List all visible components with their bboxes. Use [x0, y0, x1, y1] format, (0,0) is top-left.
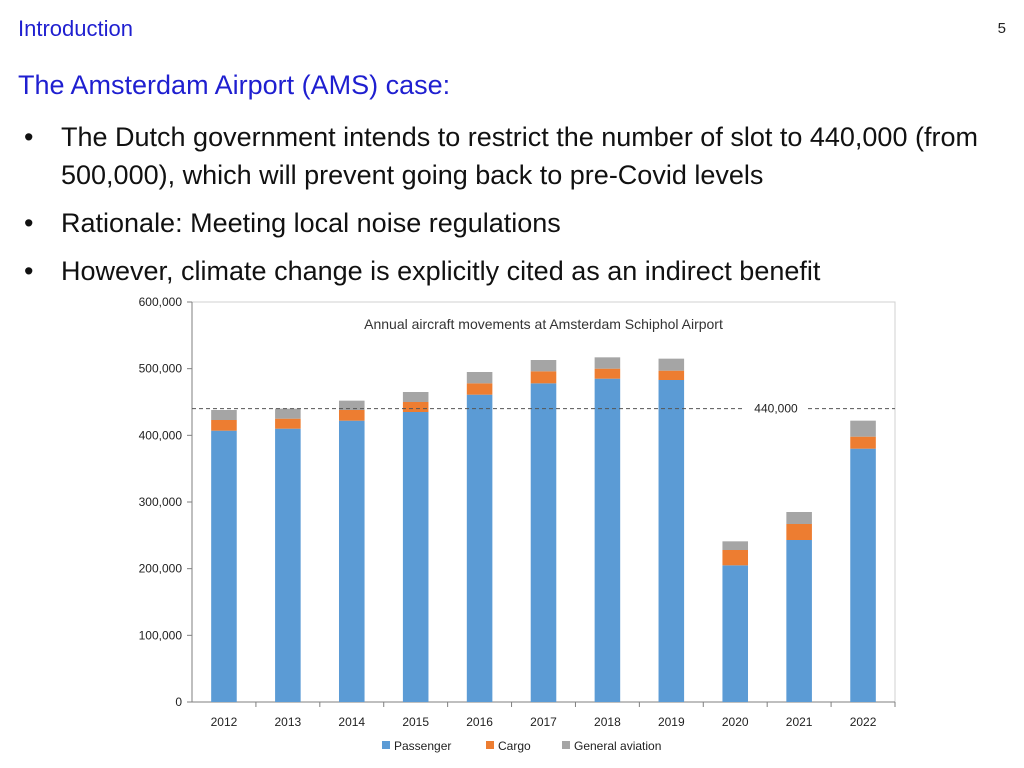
bar-segment [658, 380, 685, 702]
bar-segment [530, 371, 557, 384]
x-tick-label: 2015 [402, 715, 429, 729]
legend-label: General aviation [574, 739, 661, 753]
bar-segment [338, 410, 365, 421]
x-tick-label: 2019 [658, 715, 685, 729]
x-tick-label: 2017 [530, 715, 557, 729]
bar-segment [466, 383, 493, 395]
y-tick-label: 0 [175, 695, 182, 709]
bar-segment [211, 420, 237, 431]
y-tick-label: 500,000 [139, 362, 183, 376]
y-tick-label: 400,000 [139, 428, 183, 442]
x-tick-label: 2020 [722, 715, 749, 729]
reference-line-label: 440,000 [754, 402, 798, 416]
bar-segment [850, 436, 876, 449]
legend-label: Passenger [394, 739, 451, 753]
slide-heading: The Amsterdam Airport (AMS) case: [18, 70, 451, 100]
bar-segment [658, 370, 685, 380]
bar-segment [722, 565, 749, 702]
bar-segment [786, 540, 812, 702]
bar-segment [530, 383, 557, 702]
bullet-item: • However, climate change is explicitly … [18, 252, 1008, 290]
bullet-text: However, climate change is explicitly ci… [61, 256, 821, 286]
bullet-item: • The Dutch government intends to restri… [18, 118, 1008, 194]
bar-segment [722, 541, 749, 550]
x-tick-label: 2014 [338, 715, 365, 729]
bar-segment [338, 400, 365, 410]
bar-segment [275, 428, 301, 702]
bar-segment [211, 410, 237, 420]
y-tick-label: 100,000 [139, 628, 183, 642]
bullet-text: Rationale: Meeting local noise regulatio… [61, 208, 561, 238]
section-title: Introduction [18, 16, 133, 41]
x-tick-label: 2022 [850, 715, 877, 729]
legend-swatch [486, 741, 494, 749]
bar-segment [530, 360, 557, 372]
bar-segment [658, 358, 685, 371]
y-tick-label: 200,000 [139, 562, 183, 576]
legend-label: Cargo [498, 739, 531, 753]
bar-segment [850, 420, 876, 437]
bar-segment [275, 408, 301, 419]
x-tick-label: 2013 [275, 715, 302, 729]
x-tick-label: 2016 [466, 715, 493, 729]
x-tick-label: 2021 [786, 715, 813, 729]
y-tick-label: 600,000 [139, 295, 183, 309]
x-tick-label: 2018 [594, 715, 621, 729]
x-tick-label: 2012 [211, 715, 238, 729]
bar-segment [594, 368, 621, 379]
bar-segment [594, 357, 621, 369]
bar-segment [275, 418, 301, 429]
bar-segment [338, 420, 365, 702]
bar-segment [402, 402, 429, 412]
bar-segment [466, 394, 493, 702]
bullet-symbol: • [24, 122, 34, 152]
y-tick-label: 300,000 [139, 495, 183, 509]
bar-segment [786, 524, 812, 540]
bullet-text: The Dutch government intends to restrict… [61, 122, 978, 190]
bullet-item: • Rationale: Meeting local noise regulat… [18, 204, 1008, 242]
bar-segment [722, 550, 749, 566]
bar-segment [594, 378, 621, 702]
bar-segment [211, 430, 237, 702]
bar-segment [850, 448, 876, 702]
bullet-symbol: • [24, 256, 34, 286]
bullet-symbol: • [24, 208, 34, 238]
page-number: 5 [997, 20, 1006, 37]
aircraft-movements-chart: 0 100,000 200,000 300,000 400,000 500,000 600,… [139, 295, 896, 753]
bar-segment [402, 392, 429, 402]
legend-swatch [562, 741, 570, 749]
bar-segment [466, 372, 493, 384]
legend-swatch [382, 741, 390, 749]
bullet-list: • The Dutch government intends to restri… [18, 118, 1008, 300]
chart-title: Annual aircraft movements at Amsterdam S… [364, 316, 723, 332]
bar-segment [402, 412, 429, 702]
bar-segment [786, 512, 812, 524]
